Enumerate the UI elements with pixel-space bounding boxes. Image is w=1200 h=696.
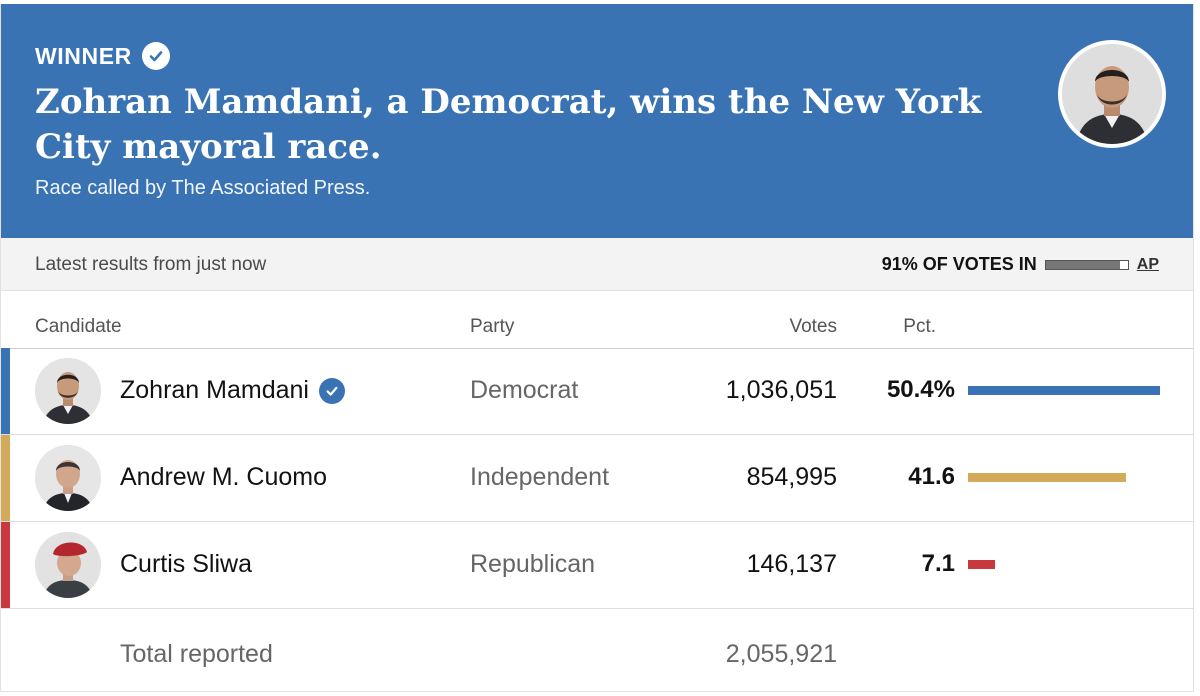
candidate-votes: 1,036,051 [725, 376, 837, 404]
race-called-note: Race called by The Associated Press. [35, 177, 371, 199]
votes-in-label: 91% OF VOTES IN [881, 254, 1037, 274]
candidate-name-cell: Curtis Sliwa [120, 550, 252, 579]
reporting-meter [1044, 259, 1129, 270]
reporting-status: 91% OF VOTES IN AP [882, 254, 1159, 275]
header-party: Party [470, 316, 515, 337]
candidate-party: Democrat [470, 376, 579, 404]
candidate-votes: 146,137 [746, 550, 837, 578]
winner-banner: WINNER Zohran Mamdani, a Democrat, wins … [1, 4, 1193, 238]
table-row: Zohran Mamdani Democrat 1,036,051 50.4% [1, 348, 1193, 435]
party-color-stripe [1, 522, 10, 608]
total-reported-votes: 2,055,921 [725, 640, 837, 668]
party-color-stripe [1, 348, 10, 434]
vote-share-bar [968, 560, 995, 569]
header-pct: Pct. [903, 316, 936, 337]
total-reported-label: Total reported [120, 640, 273, 668]
ap-source-link[interactable]: AP [1136, 255, 1159, 273]
party-color-stripe [1, 435, 10, 521]
candidate-pct: 41.6 [908, 463, 955, 490]
candidate-name-cell: Andrew M. Cuomo [120, 463, 327, 492]
results-status-bar: Latest results from just now 91% OF VOTE… [1, 238, 1193, 291]
candidate-name: Curtis Sliwa [120, 550, 252, 578]
candidate-name: Zohran Mamdani [120, 376, 309, 404]
total-row: Total reported 2,055,921 [1, 610, 1193, 691]
candidate-name: Andrew M. Cuomo [120, 463, 328, 491]
candidate-pct: 50.4% [886, 376, 955, 403]
winner-check-icon [318, 377, 345, 404]
table-header: Candidate Party Votes Pct. [1, 304, 1193, 349]
candidate-pct: 7.1 [921, 550, 955, 577]
candidate-party: Republican [470, 550, 596, 578]
candidate-avatar [35, 358, 101, 424]
vote-share-bar [968, 473, 1126, 482]
candidate-name-cell: Zohran Mamdani [120, 376, 345, 405]
table-row: Curtis Sliwa Republican 146,137 7.1 [1, 522, 1193, 609]
table-row: Andrew M. Cuomo Independent 854,995 41.6 [1, 435, 1193, 522]
candidate-votes: 854,995 [746, 463, 837, 491]
latest-results-text: Latest results from just now [35, 254, 267, 275]
verified-check-icon [141, 42, 170, 70]
election-results-card: WINNER Zohran Mamdani, a Democrat, wins … [0, 4, 1194, 692]
header-votes: Votes [789, 316, 837, 337]
winner-label: WINNER [35, 42, 132, 69]
candidate-party: Independent [470, 463, 610, 491]
candidate-avatar [35, 532, 101, 598]
candidate-avatar [35, 445, 101, 511]
winner-headline: Zohran Mamdani, a Democrat, wins the New… [35, 82, 982, 167]
winner-label-row: WINNER [35, 42, 170, 70]
reporting-meter-fill [1045, 260, 1121, 269]
winner-photo [1058, 40, 1166, 148]
vote-share-bar [968, 386, 1160, 395]
header-candidate: Candidate [35, 316, 122, 337]
